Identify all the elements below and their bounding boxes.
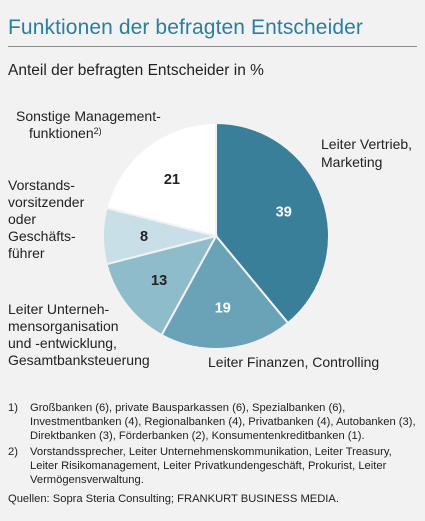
title-divider bbox=[8, 46, 417, 47]
footnote-1-text: Großbanken (6), private Bausparkassen (6… bbox=[30, 402, 416, 443]
label-organisation-line1: Leiter Unterneh- bbox=[8, 301, 110, 317]
label-sonstige-line2: funktionen2) bbox=[29, 125, 102, 141]
label-sonstige-text: funktionen bbox=[29, 125, 94, 141]
pie-value-3: 8 bbox=[140, 229, 148, 245]
footnote-2-text: Vorstandssprecher, Leiter Unternehmensko… bbox=[30, 445, 392, 487]
chart-title: Funktionen der befragten Entscheider bbox=[8, 16, 363, 39]
pie-value-4: 21 bbox=[164, 172, 180, 188]
label-vertrieb-line2: Marketing bbox=[321, 154, 382, 170]
footnote-1-number: 1) bbox=[8, 402, 18, 414]
label-vorstand-line4: Geschäfts- bbox=[8, 228, 76, 244]
label-sonstige-line1: Sonstige Management- bbox=[16, 108, 161, 124]
source-note: Quellen: Sopra Steria Consulting; FRANKU… bbox=[8, 493, 339, 506]
pie-value-1: 19 bbox=[215, 301, 231, 317]
label-organisation-line2: mensorganisation bbox=[8, 318, 119, 334]
footnote-2-number: 2) bbox=[8, 445, 18, 458]
label-vorstand-line2: vorsitzender bbox=[8, 194, 85, 210]
label-finanzen: Leiter Finanzen, Controlling bbox=[208, 354, 379, 370]
chart-subtitle: Anteil der befragten Entscheider in % bbox=[8, 62, 264, 79]
pie-slice-4 bbox=[105, 121, 217, 238]
footnotes: 1) Großbanken (6), private Bausparkassen… bbox=[8, 401, 418, 506]
label-vorstand-line1: Vorstands- bbox=[8, 177, 75, 193]
pie-value-2: 13 bbox=[151, 273, 167, 289]
pie-value-0: 39 bbox=[276, 205, 292, 221]
pie-slice-1 bbox=[160, 234, 290, 350]
label-organisation-line4: Gesamtbanksteuerung bbox=[8, 352, 150, 368]
pie-slice-0 bbox=[215, 121, 330, 325]
label-sonstige-footnote-marker: 2) bbox=[94, 126, 102, 136]
pie-slices bbox=[102, 121, 330, 350]
pie-value-labels: 39 19 13 8 21 bbox=[140, 172, 292, 317]
pie-chart: 39 19 13 8 21 Leiter Vertrieb, Marketing Lei… bbox=[8, 108, 412, 370]
label-organisation-line3: und -entwicklung, bbox=[8, 335, 117, 351]
label-vorstand-line5: führer bbox=[8, 245, 45, 261]
footnote-1: 1) Großbanken (6), private Bausparkassen… bbox=[8, 401, 418, 444]
label-vorstand-line3: oder bbox=[8, 211, 36, 227]
label-vertrieb-line1: Leiter Vertrieb, bbox=[321, 136, 412, 152]
pie-slice-2 bbox=[105, 234, 218, 337]
footnote-2: 2) Vorstandssprecher, Leiter Unternehmen… bbox=[8, 445, 418, 488]
